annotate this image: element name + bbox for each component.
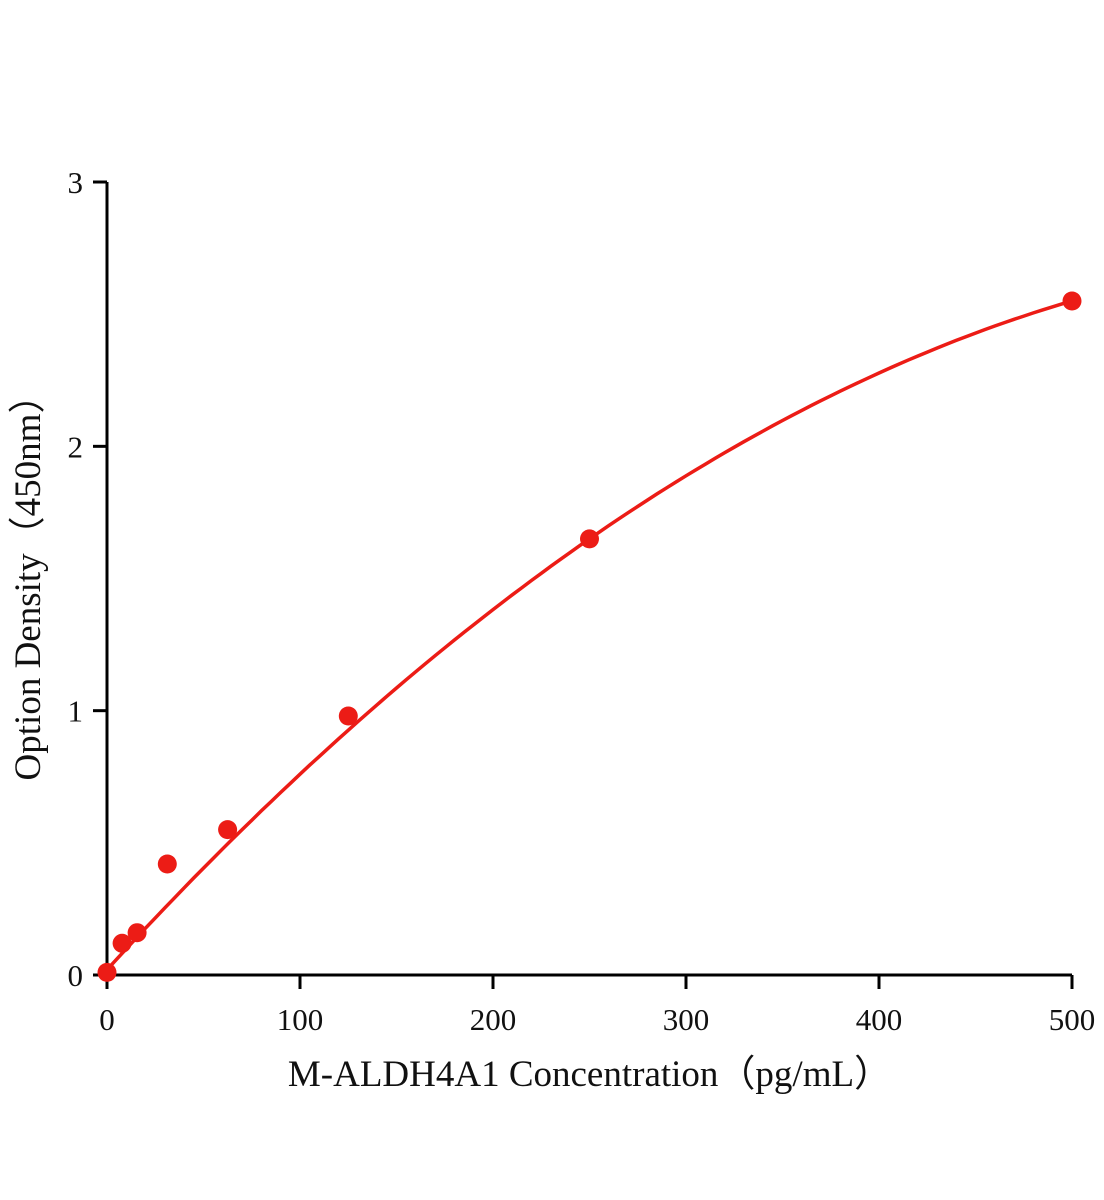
data-point [1062,291,1082,311]
x-tick-label: 300 [663,1002,710,1037]
data-point [218,820,238,840]
data-point [127,923,147,943]
data-point [112,933,132,953]
data-point [338,706,358,726]
x-tick-label: 100 [277,1002,324,1037]
x-tick-label: 200 [470,1002,517,1037]
y-tick-label: 2 [68,429,84,464]
fit-curve [105,299,1074,972]
y-axis-label: Option Density（450nm） [8,377,49,781]
x-axis-label: M-ALDH4A1 Concentration（pg/mL） [288,1054,891,1095]
x-tick-label: 400 [856,1002,903,1037]
data-point [580,529,599,549]
y-tick-label: 3 [68,165,84,200]
data-point [97,962,117,982]
y-tick-label: 1 [68,694,84,729]
data-point [157,854,177,874]
x-tick-label: 500 [1049,1002,1096,1037]
x-tick-label: 0 [99,1002,115,1037]
y-tick-label: 0 [68,958,84,993]
